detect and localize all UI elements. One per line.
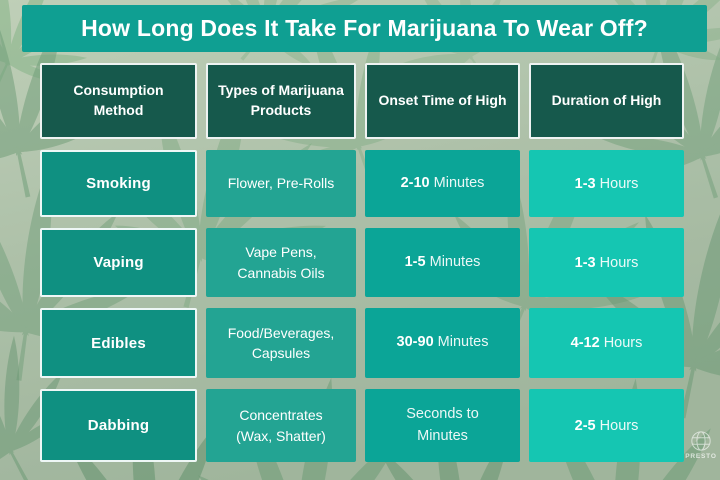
header-label: Onset Time of High	[378, 92, 507, 109]
page-title: How Long Does It Take For Marijuana To W…	[81, 15, 648, 41]
duration-unit: Hours	[599, 254, 639, 271]
duration-value: 1-3 Hours	[575, 255, 639, 271]
header-onset-time: Onset Time of High	[365, 63, 520, 139]
onset-number: 30-90	[396, 334, 434, 351]
smoking-duration-cell: 1-3 Hours	[529, 150, 684, 217]
products-label: Flower, Pre-Rolls	[227, 175, 335, 192]
duration-number: 1-3	[574, 254, 596, 271]
title-bar: How Long Does It Take For Marijuana To W…	[22, 5, 707, 52]
edibles-duration-cell: 4-12 Hours	[529, 308, 684, 378]
globe-icon	[691, 431, 711, 451]
method-label: Dabbing	[87, 417, 150, 434]
publisher-logo: PRESTO	[682, 430, 720, 460]
duration-unit: Hours	[599, 175, 639, 192]
header-label: Consumption Method	[73, 82, 164, 118]
header-label: Types of Marijuana Products	[218, 82, 344, 118]
duration-number: 1-3	[574, 175, 596, 192]
duration-value: 1-3 Hours	[575, 176, 639, 192]
products-label: Vape Pens, Cannabis Oils	[237, 244, 325, 281]
smoking-products-cell: Flower, Pre-Rolls	[206, 150, 356, 217]
smoking-onset-cell: 2-10 Minutes	[365, 150, 520, 217]
method-label: Edibles	[91, 334, 146, 352]
method-label: Smoking	[86, 175, 151, 192]
header-label: Duration of High	[551, 92, 662, 109]
onset-unit: Minutes	[429, 253, 481, 270]
onset-value: 2-10 Minutes	[386, 173, 500, 195]
comparison-table: Consumption Method Types of Marijuana Pr…	[40, 63, 684, 462]
onset-unit: Seconds to Minutes	[406, 405, 479, 444]
dabbing-method-cell: Dabbing	[40, 389, 197, 462]
vaping-method-cell: Vaping	[40, 228, 197, 297]
onset-value: 1-5 Minutes	[386, 252, 500, 274]
dabbing-onset-cell: Seconds to Minutes	[365, 389, 520, 462]
header-product-types: Types of Marijuana Products	[206, 63, 356, 139]
vaping-onset-cell: 1-5 Minutes	[365, 228, 520, 297]
duration-number: 4-12	[570, 335, 600, 351]
method-label: Vaping	[93, 254, 144, 271]
edibles-method-cell: Edibles	[40, 308, 197, 378]
dabbing-duration-cell: 2-5 Hours	[529, 389, 684, 462]
vaping-products-cell: Vape Pens, Cannabis Oils	[206, 228, 356, 297]
products-label: Concentrates (Wax, Shatter)	[236, 407, 326, 444]
duration-value: 2-5 Hours	[575, 418, 639, 434]
edibles-onset-cell: 30-90 Minutes	[365, 308, 520, 378]
onset-unit: Minutes	[437, 334, 489, 351]
smoking-method-cell: Smoking	[40, 150, 197, 217]
dabbing-products-cell: Concentrates (Wax, Shatter)	[206, 389, 356, 462]
products-label: Food/Beverages, Capsules	[227, 324, 335, 361]
header-duration: Duration of High	[529, 63, 684, 139]
header-consumption-method: Consumption Method	[40, 63, 197, 139]
onset-number: 1-5	[404, 253, 426, 270]
duration-number: 2-5	[574, 417, 596, 434]
edibles-products-cell: Food/Beverages, Capsules	[206, 308, 356, 378]
vaping-duration-cell: 1-3 Hours	[529, 228, 684, 297]
onset-number: 2-10	[400, 174, 430, 191]
duration-value: 4-12 Hours	[571, 335, 643, 351]
onset-unit: Minutes	[433, 174, 485, 191]
logo-text: PRESTO	[685, 453, 717, 460]
onset-value: Seconds to Minutes	[386, 404, 500, 448]
duration-unit: Hours	[603, 335, 643, 351]
duration-unit: Hours	[599, 417, 639, 434]
onset-value: 30-90 Minutes	[386, 332, 500, 354]
